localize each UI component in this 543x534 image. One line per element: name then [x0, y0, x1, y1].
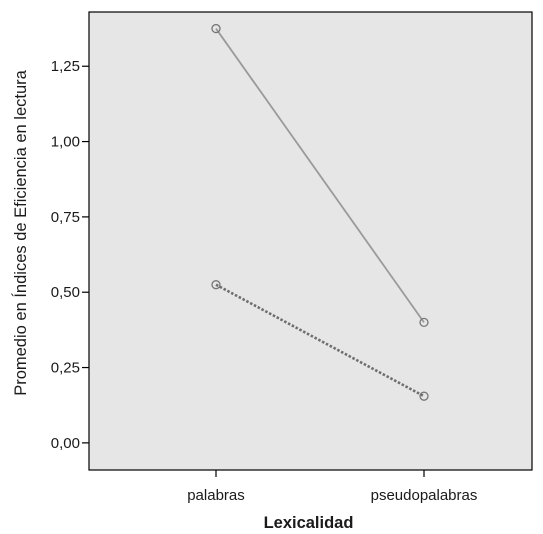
data-point-marker — [419, 391, 429, 401]
x-axis: palabras pseudopalabras — [187, 470, 477, 504]
plot-area — [88, 11, 533, 471]
y-tick-label: 0,50 — [51, 284, 80, 301]
series-line-dotted — [215, 283, 425, 398]
x-axis-title: Lexicalidad — [264, 514, 354, 532]
y-tick-label: 0,25 — [51, 360, 80, 377]
y-tick-label: 1,00 — [51, 134, 80, 151]
series-layer — [211, 23, 429, 401]
y-tick-label: 0,00 — [51, 435, 80, 452]
data-point-marker — [211, 280, 221, 290]
y-tick-label: 1,25 — [51, 58, 80, 75]
y-axis: 0,00 0,25 0,50 0,75 1,00 1,25 — [51, 58, 89, 452]
y-tick-label: 0,75 — [51, 209, 80, 226]
data-point-marker — [419, 317, 429, 328]
series-line-solid — [215, 28, 425, 323]
x-tick-label: pseudopalabras — [371, 487, 478, 504]
y-axis-title: Promedio en Índices de Eficiencia en lec… — [11, 69, 30, 395]
data-point-marker — [211, 23, 221, 34]
x-tick-label: palabras — [187, 487, 245, 504]
